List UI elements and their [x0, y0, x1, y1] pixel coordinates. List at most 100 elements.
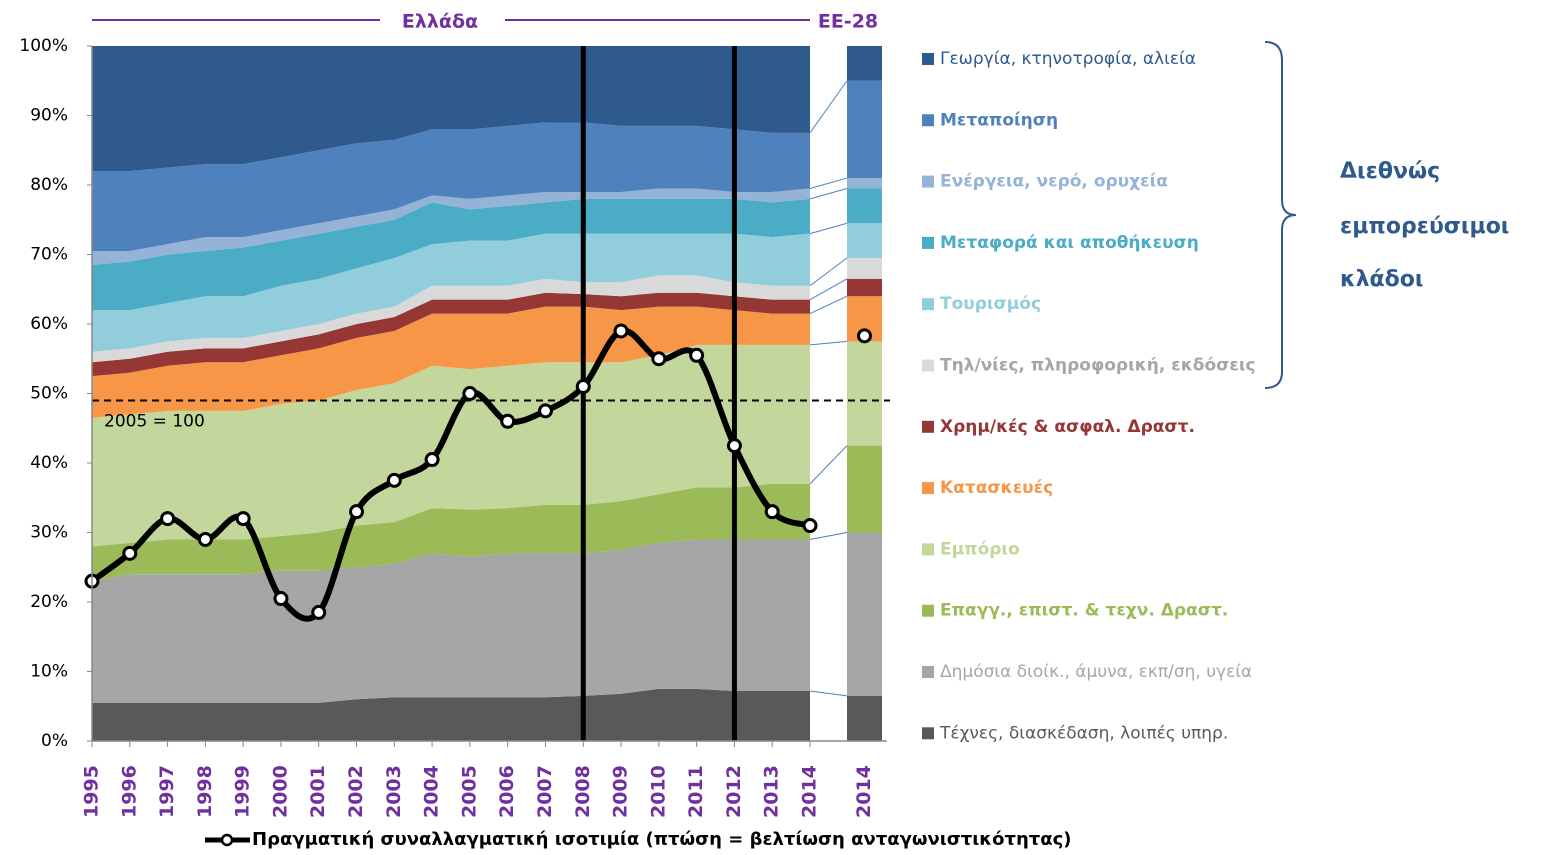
- eu-bar-segment: [847, 188, 882, 224]
- x-tick-label: 2014: [853, 765, 875, 818]
- legend-swatch: [922, 482, 934, 495]
- connector: [809, 80, 848, 134]
- line-point: [311, 604, 327, 620]
- area: [92, 233, 810, 352]
- x-tick-label: 1997: [156, 765, 178, 818]
- legend-swatch: [922, 727, 934, 740]
- y-tick-label: 50%: [30, 384, 68, 404]
- x-tick-label: 2011: [685, 765, 707, 818]
- x-tick-label: 1999: [232, 765, 254, 818]
- line-point: [235, 511, 251, 527]
- y-tick-label: 100%: [19, 36, 68, 56]
- connector: [809, 278, 848, 301]
- legend-label: Χρημ/κές & ασφαλ. Δραστ.: [940, 417, 1195, 437]
- x-tick-label: 2008: [572, 765, 594, 818]
- legend-label: Τέχνες, διασκέδαση, λοιπές υπηρ.: [939, 723, 1228, 743]
- y-tick-label: 10%: [30, 662, 68, 682]
- y-tick-label: 60%: [30, 314, 68, 334]
- legend-label: Τουρισμός: [940, 294, 1041, 314]
- line-point: [197, 531, 213, 547]
- line-point: [726, 438, 742, 454]
- x-tick-label: 2007: [534, 765, 556, 818]
- bracket-label: κλάδοι: [1340, 267, 1423, 292]
- area: [92, 292, 810, 377]
- legend-label: Επαγγ., επιστ. & τεχν. Δραστ.: [940, 601, 1228, 621]
- line-point: [462, 386, 478, 401]
- connector: [809, 295, 848, 315]
- bracket-label: Διεθνώς: [1340, 159, 1440, 184]
- x-tick-label: 2004: [421, 765, 443, 818]
- eu-bar-segment: [847, 257, 882, 279]
- y-tick-label: 20%: [30, 592, 68, 612]
- x-tick-label: 2009: [610, 765, 632, 818]
- area: [92, 688, 810, 741]
- connector: [809, 257, 848, 287]
- line-point: [689, 347, 705, 363]
- eu-bar-segment: [847, 278, 882, 297]
- area: [92, 483, 810, 582]
- y-tick-label: 80%: [30, 175, 68, 195]
- x-tick-label: 1995: [81, 765, 103, 818]
- y-tick-label: 40%: [30, 453, 68, 473]
- y-tick-label: 70%: [30, 245, 68, 265]
- legend-label: Μεταφορά και αποθήκευση: [940, 233, 1199, 253]
- x-tick-label: 1998: [194, 765, 216, 818]
- eu-bar-segment: [847, 695, 882, 741]
- line-point: [651, 351, 667, 367]
- line-point: [500, 413, 516, 429]
- legend-swatch: [922, 298, 934, 311]
- legend-label: Γεωργία, κτηνοτροφία, αλιεία: [940, 49, 1196, 69]
- legend-swatch: [922, 604, 934, 617]
- connector: [809, 690, 848, 697]
- eu-bar-segment: [847, 445, 882, 533]
- eu-bar-segment: [847, 532, 882, 696]
- header-right: ΕΕ-28: [818, 11, 878, 33]
- legend-swatch: [922, 53, 934, 65]
- line-point: [764, 504, 780, 520]
- x-tick-label: 2010: [647, 765, 669, 818]
- x-tick-label: 2000: [269, 765, 291, 818]
- connector: [809, 187, 848, 200]
- area: [92, 344, 810, 547]
- connector: [809, 340, 848, 346]
- eu-line-point: [857, 328, 872, 344]
- line-point: [386, 472, 402, 488]
- header-left: Ελλάδα: [402, 11, 478, 33]
- line-point: [575, 379, 591, 395]
- area: [92, 188, 810, 265]
- connector: [809, 177, 848, 189]
- legend-swatch: [922, 359, 934, 372]
- legend-label: Μεταποίηση: [940, 110, 1058, 130]
- line-point: [273, 591, 289, 607]
- bracket: [1264, 41, 1297, 389]
- eu-bar-segment: [847, 178, 882, 189]
- legend-swatch: [922, 666, 934, 678]
- connector: [809, 445, 848, 485]
- y-tick-label: 90%: [30, 106, 68, 126]
- legend-label: Ενέργεια, νερό, ορυχεία: [940, 172, 1168, 192]
- x-tick-label: 2005: [458, 765, 480, 818]
- x-tick-label: 2001: [307, 765, 329, 818]
- eu-bar-segment: [847, 341, 882, 446]
- legend-swatch: [922, 175, 934, 188]
- line-point: [424, 452, 440, 468]
- line-point: [160, 511, 176, 527]
- connector: [809, 532, 848, 540]
- line-point: [802, 518, 818, 534]
- eu-bar-segment: [847, 80, 882, 179]
- legend-label: Πραγματική συναλλαγματική ισοτιμία (πτώσ…: [252, 829, 1072, 850]
- bracket-label: εμπορεύσιμοι: [1340, 214, 1509, 239]
- line-point: [349, 504, 365, 520]
- legend-label: Δημόσια διοίκ., άμυνα, εκπ/ση, υγεία: [940, 662, 1252, 682]
- area: [92, 198, 810, 311]
- line-point: [537, 403, 553, 419]
- line-point: [122, 545, 138, 561]
- x-tick-label: 1996: [118, 765, 140, 818]
- reference-label: 2005 = 100: [104, 411, 205, 431]
- y-tick-label: 30%: [30, 523, 68, 543]
- y-tick-label: 0%: [41, 731, 68, 751]
- x-tick-label: 2014: [799, 765, 821, 818]
- legend-swatch: [922, 236, 934, 249]
- legend-label: Κατασκευές: [940, 478, 1053, 498]
